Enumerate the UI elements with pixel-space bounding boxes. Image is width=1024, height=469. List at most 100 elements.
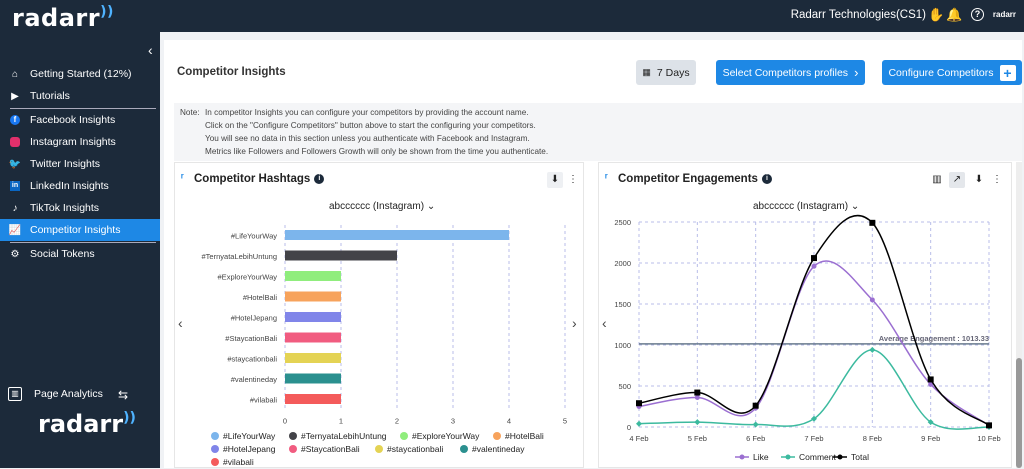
y-tick-label: 1000 [614,341,631,350]
legend-item[interactable]: #StaycationBali [289,444,360,454]
page-analytics[interactable]: ▥ Page Analytics [8,387,103,401]
bar [285,373,341,384]
sidebar-item-social-tokens[interactable]: ⚙ Social Tokens [0,243,160,265]
legend-item[interactable]: #LifeYourWay [211,431,275,441]
bell-icon[interactable]: 🔔 [946,7,963,22]
legend-label: #valentineday [472,444,525,454]
x-tick-label: 8 Feb [863,434,882,443]
sidebar-item-twitter[interactable]: 🐦 Twitter Insights [8,158,101,170]
sidebar-item-instagram[interactable]: Instagram Insights [0,131,160,153]
legend-item[interactable]: #vilabali [211,457,254,467]
legend-dot [211,458,219,466]
next-arrow-icon[interactable]: › [572,315,577,331]
hashtag-bar-chart: 0 1 2 3 4 5 #LifeYourWay #TernyataLebihUntung #E… [202,225,567,426]
chevron-down-icon: ⌄ [850,201,860,212]
calendar-icon: ▦ [642,67,651,77]
legend-label: #vilabali [223,457,254,467]
x-tick-label: 4 Feb [629,434,648,443]
legend-dot [400,432,408,440]
average-label: Average Engagement : 1013.33 [879,334,989,343]
sidebar-item-competitor-insights[interactable]: 📈 Competitor Insights [0,219,160,241]
data-point [869,297,875,303]
hashtags-panel: ʳ Competitor Hashtags i ⬇ ⋮ abcccccc (Ins… [174,162,584,468]
x-tick-label: 7 Feb [804,434,823,443]
chevron-right-icon: › [854,65,859,80]
sidebar-item-getting-started[interactable]: ⌂ Getting Started (12%) [0,63,160,85]
swap-icon[interactable]: ⇆ [118,388,129,402]
x-tick-label: 4 [507,417,511,426]
legend-item[interactable]: Total [833,452,869,462]
legend-item[interactable]: #staycationbali [375,444,443,454]
legend-item[interactable]: #HotelJepang [211,444,275,454]
legend-label: Like [753,452,769,462]
download-icon[interactable]: ⬇ [974,174,984,185]
download-icon[interactable]: ⬇ [547,172,563,188]
x-tick-label: 9 Feb [921,434,940,443]
brand-avatar[interactable]: radarr [992,10,1016,19]
line-chart-toggle-icon[interactable]: ↗ [949,172,965,188]
legend-item[interactable]: #ExploreYourWay [400,431,479,441]
tiktok-icon: ♪ [12,202,18,214]
data-point [811,255,817,262]
account-select[interactable]: abcccccc (Instagram) ⌄ [753,201,860,212]
legend-marker [785,454,791,460]
y-tick-label: 2000 [614,259,631,268]
legend-dot [289,432,297,440]
x-tick-label: 1 [339,417,343,426]
legend-dot [211,432,219,440]
more-icon[interactable]: ⋮ [992,174,1002,185]
help-icon[interactable]: ? [971,8,984,21]
divider [10,242,156,243]
sidebar-item-linkedin[interactable]: in LinkedIn Insights [0,175,160,197]
video-icon: ▶ [11,90,19,102]
sidebar-logo: radarr)) [38,410,136,438]
legend-label: Total [851,452,869,462]
legend-item[interactable]: #TernyataLebihUntung [289,431,387,441]
legend-item[interactable]: #valentineday [460,444,524,454]
bar-chart-toggle-icon[interactable]: ▥ [932,174,942,185]
prev-arrow-icon[interactable]: ‹ [602,315,607,331]
account-select[interactable]: abcccccc (Instagram) ⌄ [329,201,436,212]
more-icon[interactable]: ⋮ [568,174,578,185]
bar [285,312,341,322]
date-range-button[interactable]: ▦ 7 Days [636,60,696,85]
legend-dot [460,445,468,453]
scrollbar-thumb[interactable] [1016,358,1022,468]
x-tick-label: 10 Feb [977,434,1000,443]
org-name[interactable]: Radarr Technologies(CS1) [790,9,926,21]
sidebar-item-tiktok[interactable]: ♪ TikTok Insights [0,197,160,219]
y-tick-label: #staycationbali [227,354,277,363]
y-tick-label: #HotelJepang [231,313,277,322]
bar [285,230,509,240]
legend-marker [739,454,745,460]
scrollbar[interactable] [1016,162,1022,468]
data-point [927,376,934,383]
sidebar-item-tutorials[interactable]: ▶ Tutorials [0,85,160,107]
bar [285,271,341,281]
info-icon[interactable]: i [761,174,772,184]
data-point [752,421,759,428]
legend-item[interactable]: #HotelBali [493,431,544,441]
legend-label: #HotelBali [505,431,544,441]
app-logo[interactable]: radarr)) [12,4,114,32]
plus-icon: + [999,64,1016,81]
data-point [986,422,992,429]
legend-item[interactable]: Comment [781,452,836,462]
legend-label: #StaycationBali [301,444,360,454]
chart-icon: 📈 [8,224,22,236]
y-tick-label: #ExploreYourWay [218,272,278,281]
select-competitors-button[interactable]: Select Competitors profiles › [716,60,865,85]
panel-title: Competitor Engagements i [618,173,772,185]
hand-icon[interactable]: ✋ [928,7,945,22]
legend-label: #ExploreYourWay [412,431,480,441]
engagement-line-chart: 0 500 1000 1500 2000 2500 4 Feb 5 Feb 6 Feb 7 Feb… [614,215,1001,462]
x-tick-label: 6 Feb [746,434,765,443]
facebook-icon: f [8,113,22,127]
prev-arrow-icon[interactable]: ‹ [178,315,183,331]
info-icon[interactable]: i [314,174,325,184]
data-point [928,381,934,387]
configure-competitors-button[interactable]: Configure Competitors + [882,60,1022,85]
sidebar-item-facebook[interactable]: f Facebook Insights [0,109,160,131]
chevron-left-icon[interactable]: ‹ [148,42,153,58]
legend-item[interactable]: Like [735,452,769,462]
